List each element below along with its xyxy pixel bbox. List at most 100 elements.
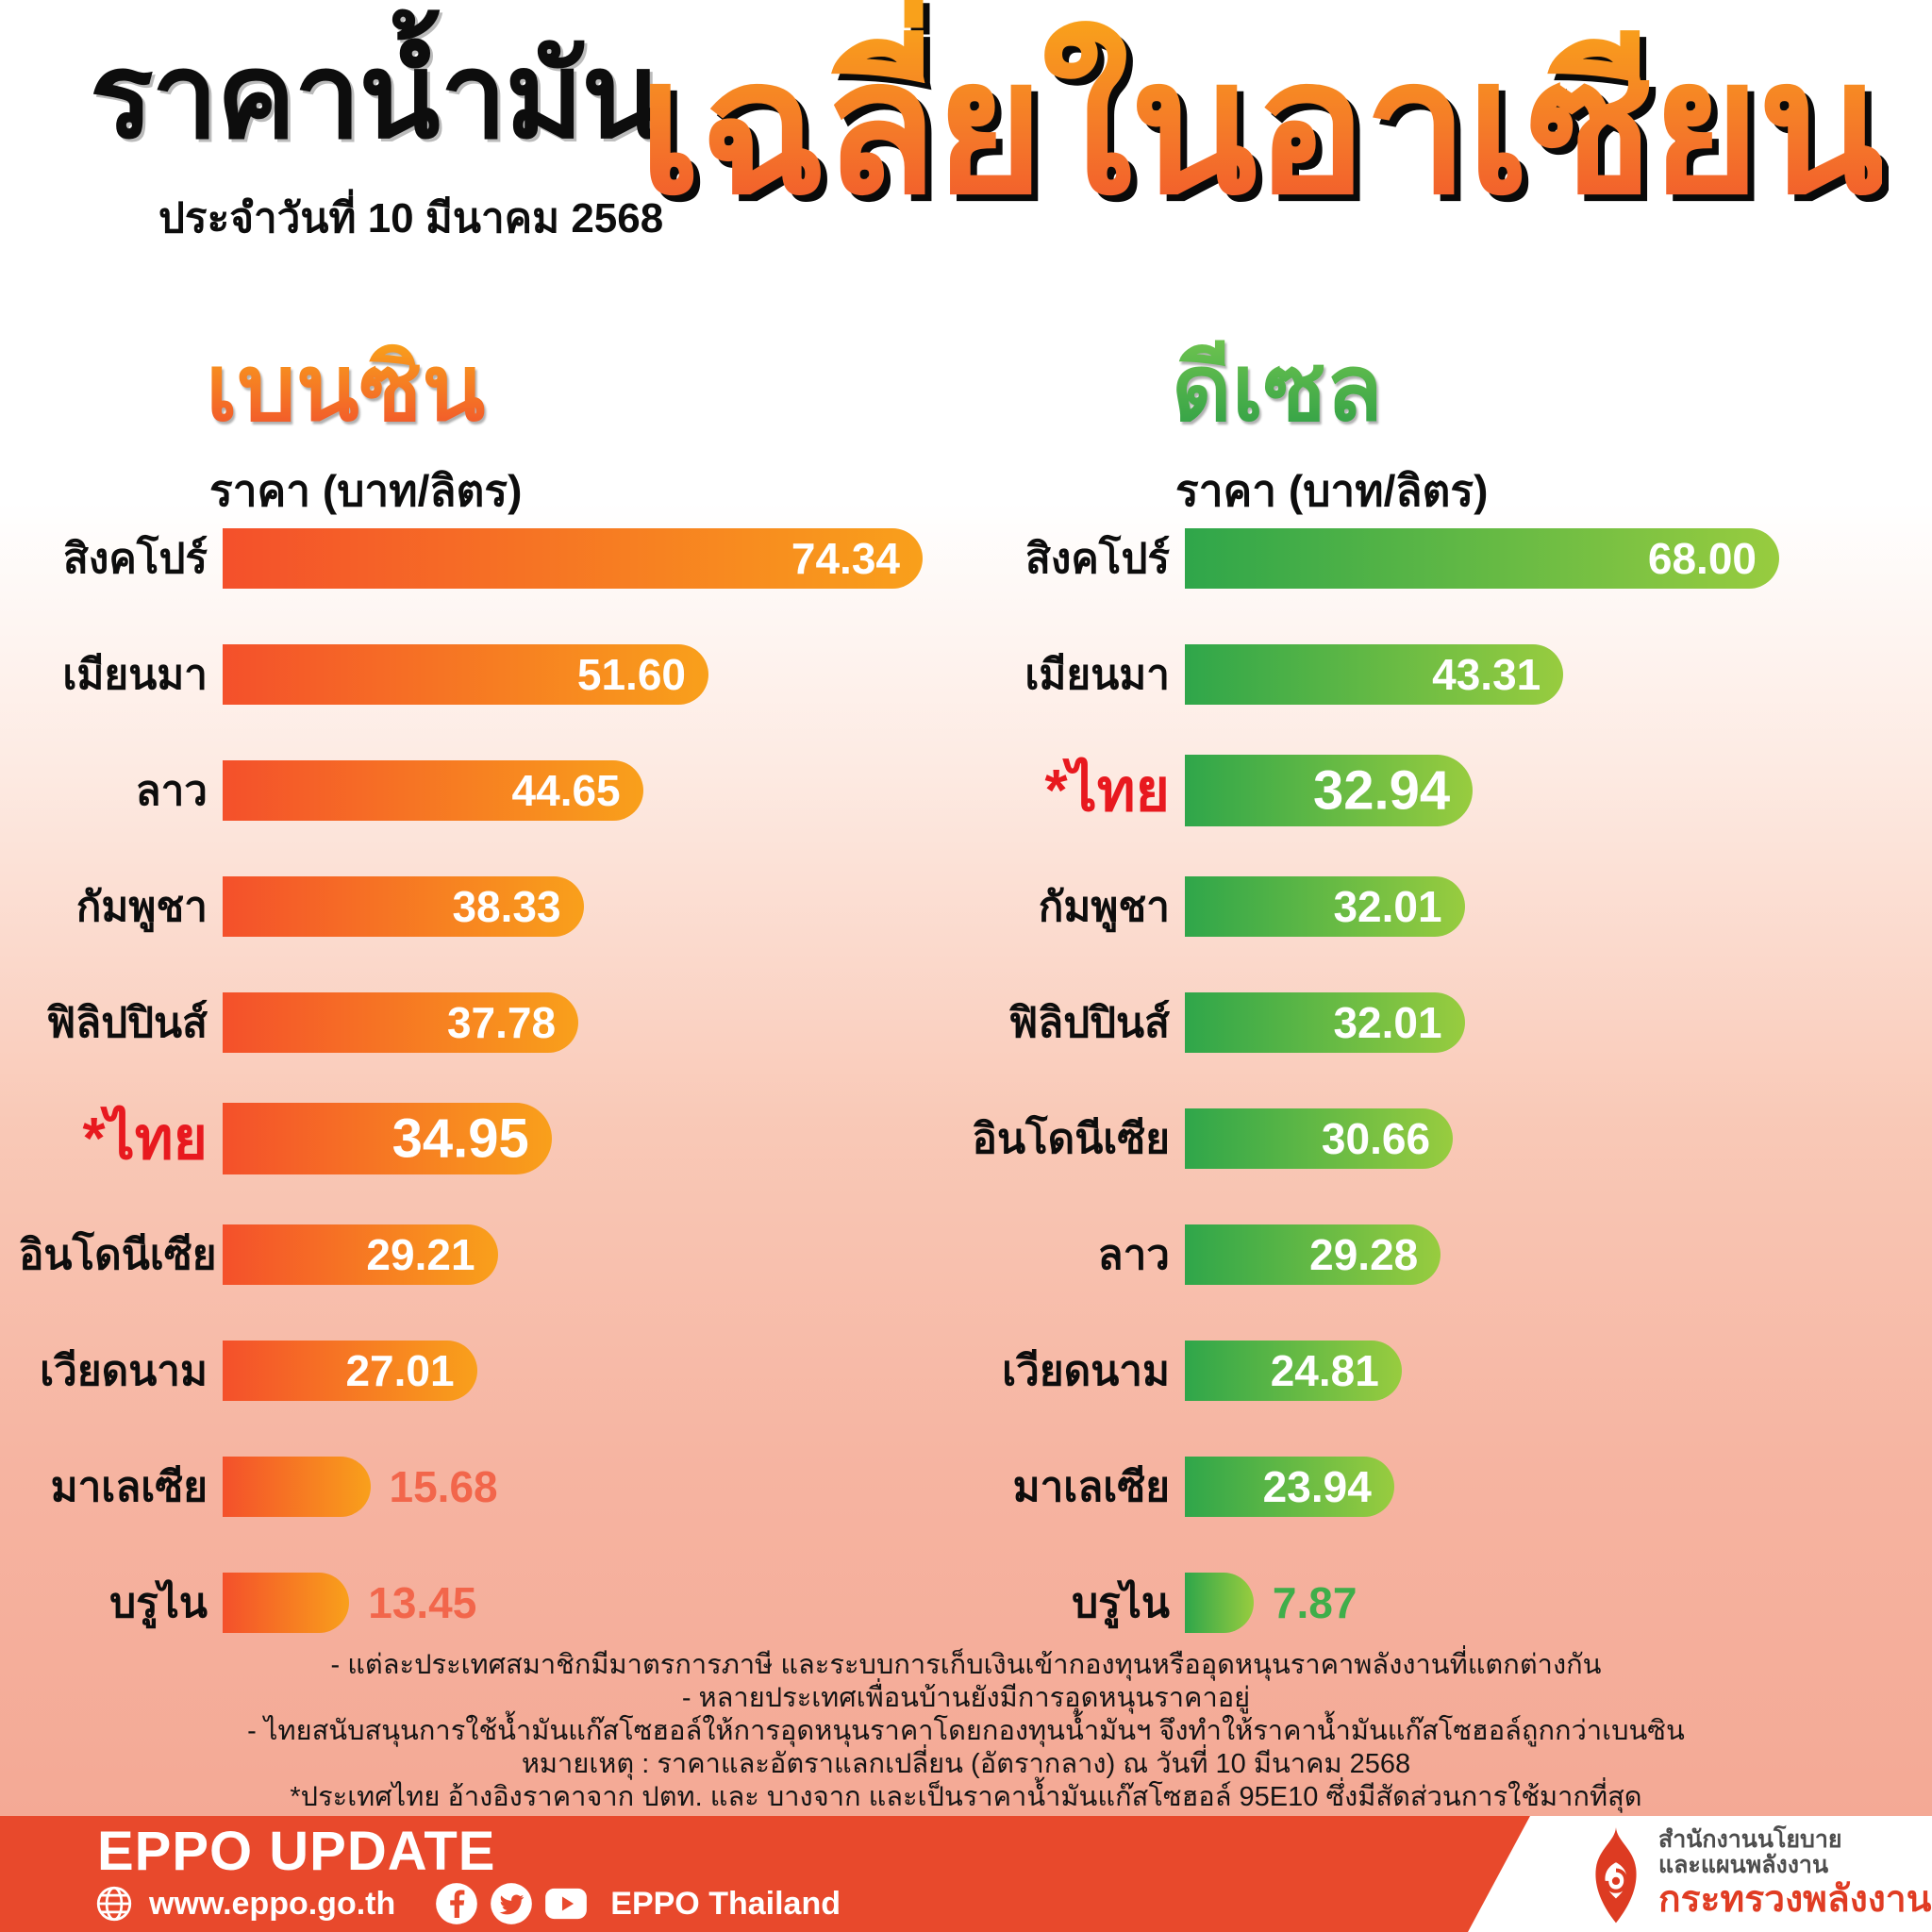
value-bar: 29.21 [223,1224,498,1285]
bar-track: 37.78 [223,964,923,1080]
twitter-icon[interactable] [490,1882,533,1925]
bar-track: 34.95 [223,1080,923,1196]
value-bar: 32.94 [1185,754,1474,826]
chart-row: เมียนมา 51.60 [19,616,923,732]
chart-row: ลาว 29.28 [972,1196,1779,1312]
country-label: ฟิลิปปินส์ [46,999,208,1046]
country-label: สิงคโปร์ [63,535,208,582]
chart-row: *ไทย 32.94 [972,732,1779,848]
logo-wedge: สำนักงานนโยบาย และแผนพลังงาน กระทรวงพลัง… [1468,1816,1932,1932]
value-bar: 44.65 [223,759,643,821]
value-label: 37.78 [446,997,557,1047]
chart-row: ฟิลิปปินส์ 37.78 [19,964,923,1080]
facebook-icon[interactable] [435,1882,478,1925]
value-bar: 32.01 [1185,991,1465,1053]
logo-line-2: และแผนพลังงาน [1658,1852,1829,1879]
value-bar: 37.78 [223,991,579,1053]
chart-row: มาเลเซีย 23.94 [972,1428,1779,1544]
bar-track: 51.60 [223,616,923,732]
value-bar: 29.28 [1185,1224,1441,1285]
diesel-bar-chart: สิงคโปร์ 68.00 เมียนมา 43.31 *ไทย 32.94 กัมพูช… [972,500,1779,1660]
country-label: อินโดนีเซีย [19,1231,217,1278]
bar-track: 27.01 [223,1312,923,1428]
chart-row: บรูไน 7.87 [972,1544,1779,1660]
country-label: *ไทย [82,1106,208,1172]
value-bar: 43.31 [1185,643,1564,705]
note-line: - แต่ละประเทศสมาชิกมีมาตรการภาษี และระบบ… [330,1650,1602,1680]
country-label: เมียนมา [1024,651,1170,698]
country-label: ลาว [1097,1231,1170,1278]
value-bar: 32.01 [1185,875,1465,937]
country-label: ฟิลิปปินส์ [1008,999,1170,1046]
website-link[interactable]: www.eppo.go.th [149,1885,396,1922]
bar-track: 32.94 [1185,732,1779,848]
value-bar: 30.66 [1185,1108,1454,1169]
value-label: 51.60 [576,649,687,699]
value-label: 32.01 [1333,997,1442,1047]
youtube-icon[interactable] [544,1882,588,1925]
benzine-bar-chart: สิงคโปร์ 74.34 เมียนมา 51.60 ลาว 44.65 กัมพูชา… [19,500,923,1660]
value-label: 30.66 [1321,1113,1431,1163]
chart-row: เวียดนาม 24.81 [972,1312,1779,1428]
diesel-heading: ดีเซล [1172,330,1383,446]
country-label: เวียดนาม [1002,1347,1170,1394]
value-label: 68.00 [1647,533,1757,583]
value-bar: 68.00 [1185,527,1779,589]
country-label: กัมพูชา [75,883,208,930]
value-bar [1185,1572,1254,1633]
value-bar: 27.01 [223,1340,477,1401]
logo-text: สำนักงานนโยบาย และแผนพลังงาน กระทรวงพลัง… [1658,1827,1931,1920]
chart-row: กัมพูชา 38.33 [19,848,923,964]
bar-track: 30.66 [1185,1080,1779,1196]
country-label: บรูไน [1072,1579,1170,1626]
logo-line-3: กระทรวงพลังงาน [1658,1879,1932,1921]
country-label: กัมพูชา [1038,883,1170,930]
bar-track: 24.81 [1185,1312,1779,1428]
country-label: บรูไน [109,1579,208,1626]
value-label: 32.94 [1313,759,1451,821]
value-bar: 38.33 [223,875,584,937]
chart-row: บรูไน 13.45 [19,1544,923,1660]
footnotes: - แต่ละประเทศสมาชิกมีมาตรการภาษี และระบบ… [0,1649,1932,1814]
footer-brand: EPPO UPDATE [97,1821,496,1882]
value-label: 15.68 [389,1461,498,1511]
country-label: ลาว [135,767,208,814]
chart-row: สิงคโปร์ 68.00 [972,500,1779,616]
value-label: 32.01 [1333,881,1442,931]
chart-row: มาเลเซีย 15.68 [19,1428,923,1544]
bar-track: 43.31 [1185,616,1779,732]
chart-row: *ไทย 34.95 [19,1080,923,1196]
value-label: 74.34 [791,533,900,583]
value-bar: 34.95 [223,1102,552,1174]
value-label: 23.94 [1262,1461,1372,1511]
country-label: อินโดนีเซีย [972,1115,1170,1162]
value-bar: 51.60 [223,643,709,705]
bar-track: 32.01 [1185,848,1779,964]
page-title-accent: เฉลี่ยในอาเซียน [638,0,1885,267]
chart-row: ฟิลิปปินส์ 32.01 [972,964,1779,1080]
note-line: - หลายประเทศเพื่อนบ้านยังมีการอุดหนุนราค… [681,1683,1251,1713]
country-label: เมียนมา [62,651,208,698]
benzine-heading: เบนซิน [206,330,485,446]
value-label: 13.45 [368,1577,477,1627]
bar-track: 68.00 [1185,500,1779,616]
country-label: สิงคโปร์ [1025,535,1170,582]
chart-row: เวียดนาม 27.01 [19,1312,923,1428]
value-bar: 74.34 [223,527,923,589]
bar-track: 32.01 [1185,964,1779,1080]
chart-row: อินโดนีเซีย 30.66 [972,1080,1779,1196]
value-bar [223,1572,350,1633]
value-bar [223,1456,371,1517]
bar-track: 29.21 [223,1196,923,1312]
date-line: ประจำวันที่ 10 มีนาคม 2568 [158,195,664,242]
value-label: 29.21 [366,1229,475,1279]
country-label: *ไทย [1044,758,1170,824]
logo-line-1: สำนักงานนโยบาย [1658,1826,1842,1854]
note-line: - ไทยสนับสนุนการใช้น้ำมันแก๊สโซฮอล์ให้กา… [247,1716,1685,1746]
diesel-unit-label: ราคา (บาท/ลิตร) [1175,466,1489,515]
country-label: เวียดนาม [40,1347,208,1394]
bar-track: 38.33 [223,848,923,964]
country-label: มาเลเซีย [1012,1463,1170,1510]
note-line: *ประเทศไทย อ้างอิงราคาจาก ปตท. และ บางจา… [290,1782,1642,1812]
social-icons [435,1882,588,1925]
